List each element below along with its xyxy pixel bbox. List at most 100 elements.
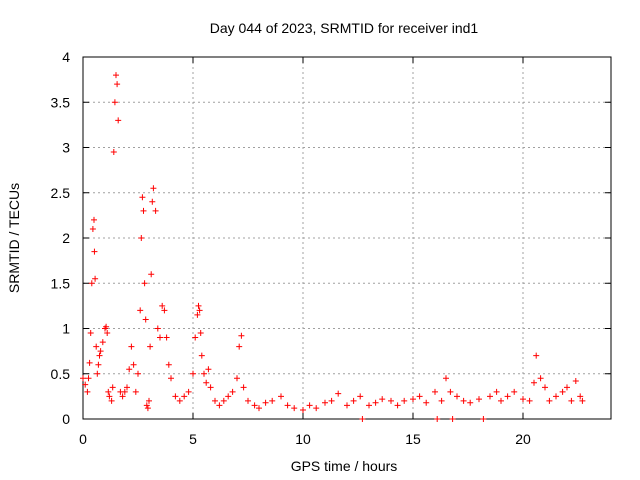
data-point: [114, 81, 121, 88]
data-point: [256, 405, 262, 412]
y-tick-label: 1.5: [51, 275, 71, 291]
data-point: [216, 402, 223, 409]
data-point: [88, 280, 95, 287]
data-point: [410, 396, 416, 403]
data-point: [163, 334, 170, 341]
data-point: [89, 225, 96, 232]
x-tick-label: 5: [189, 431, 197, 447]
data-point: [467, 399, 474, 406]
data-point: [135, 370, 141, 377]
data-point: [238, 332, 245, 339]
data-point: [220, 397, 227, 404]
data-point: [394, 402, 401, 409]
data-point: [579, 397, 586, 404]
data-point: [438, 397, 445, 404]
data-point: [504, 393, 511, 400]
data-point: [115, 117, 122, 124]
x-tick-label: 20: [515, 431, 531, 447]
data-point: [526, 397, 533, 404]
data-point: [449, 416, 456, 422]
data-point: [181, 393, 188, 400]
data-point: [185, 388, 192, 395]
data-point: [80, 375, 86, 382]
data-point: [141, 280, 148, 287]
data-point: [262, 399, 269, 406]
data-point: [476, 396, 482, 403]
data-point: [203, 379, 210, 386]
data-point: [201, 370, 207, 377]
data-point: [564, 384, 570, 391]
data-point: [119, 393, 126, 400]
data-point: [460, 397, 467, 404]
y-tick-label: 3.5: [51, 94, 71, 110]
data-point: [542, 384, 548, 391]
data-point: [205, 366, 212, 373]
data-point: [313, 405, 320, 412]
data-point: [372, 399, 379, 406]
data-point: [196, 307, 203, 314]
data-point: [229, 388, 236, 395]
data-point: [190, 370, 196, 377]
y-tick-label: 0: [62, 411, 70, 427]
data-point: [278, 393, 284, 400]
data-point: [284, 402, 291, 409]
axis-ticks: 0 0.5 1 1.5 2 2.5 3 3.5 4 0 5 10 15 20: [51, 49, 611, 447]
data-point: [423, 399, 430, 406]
x-axis-label: GPS time / hours: [291, 458, 398, 474]
data-point: [104, 330, 111, 337]
data-point: [161, 307, 168, 314]
data-point: [434, 416, 441, 422]
data-point: [146, 397, 152, 404]
data-point: [577, 393, 584, 400]
data-point: [322, 399, 328, 406]
data-point: [366, 402, 372, 409]
data-point: [225, 393, 232, 400]
data-point: [359, 416, 366, 422]
data-point: [176, 397, 183, 404]
chart-title: Day 044 of 2023, SRMTID for receiver ind…: [210, 20, 479, 36]
data-point: [559, 388, 566, 395]
data-point: [93, 343, 100, 350]
data-point: [144, 405, 151, 412]
x-tick-label: 0: [79, 431, 87, 447]
data-point: [493, 388, 500, 395]
data-point: [96, 352, 103, 359]
data-point: [350, 397, 357, 404]
data-point: [537, 375, 544, 382]
data-point: [416, 393, 423, 400]
data-point: [87, 330, 94, 337]
data-point: [568, 397, 575, 404]
data-point: [443, 375, 449, 382]
data-point: [194, 311, 201, 318]
data-point: [99, 339, 106, 346]
data-point: [245, 397, 251, 404]
y-tick-label: 0.5: [51, 366, 71, 382]
data-point: [92, 275, 99, 282]
data-point: [379, 396, 386, 403]
data-point: [192, 334, 199, 341]
data-point: [357, 393, 364, 400]
data-point: [97, 348, 104, 355]
data-point: [84, 388, 91, 395]
data-point: [291, 405, 298, 412]
data-point: [113, 72, 119, 79]
data-point: [520, 396, 526, 403]
data-point: [212, 397, 218, 404]
data-point: [195, 302, 202, 309]
data-point: [85, 375, 92, 382]
data-point: [105, 388, 112, 395]
data-point: [137, 307, 144, 314]
data-point: [138, 235, 145, 241]
grid: [83, 57, 611, 419]
data-point: [86, 359, 93, 366]
data-point: [328, 397, 335, 404]
data-point: [121, 388, 128, 395]
y-tick-label: 1: [62, 321, 70, 337]
data-point: [236, 343, 243, 350]
data-point: [95, 361, 102, 368]
data-point: [126, 366, 133, 373]
x-tick-label: 15: [405, 431, 421, 447]
data-point: [159, 302, 166, 309]
data-point: [154, 325, 161, 332]
